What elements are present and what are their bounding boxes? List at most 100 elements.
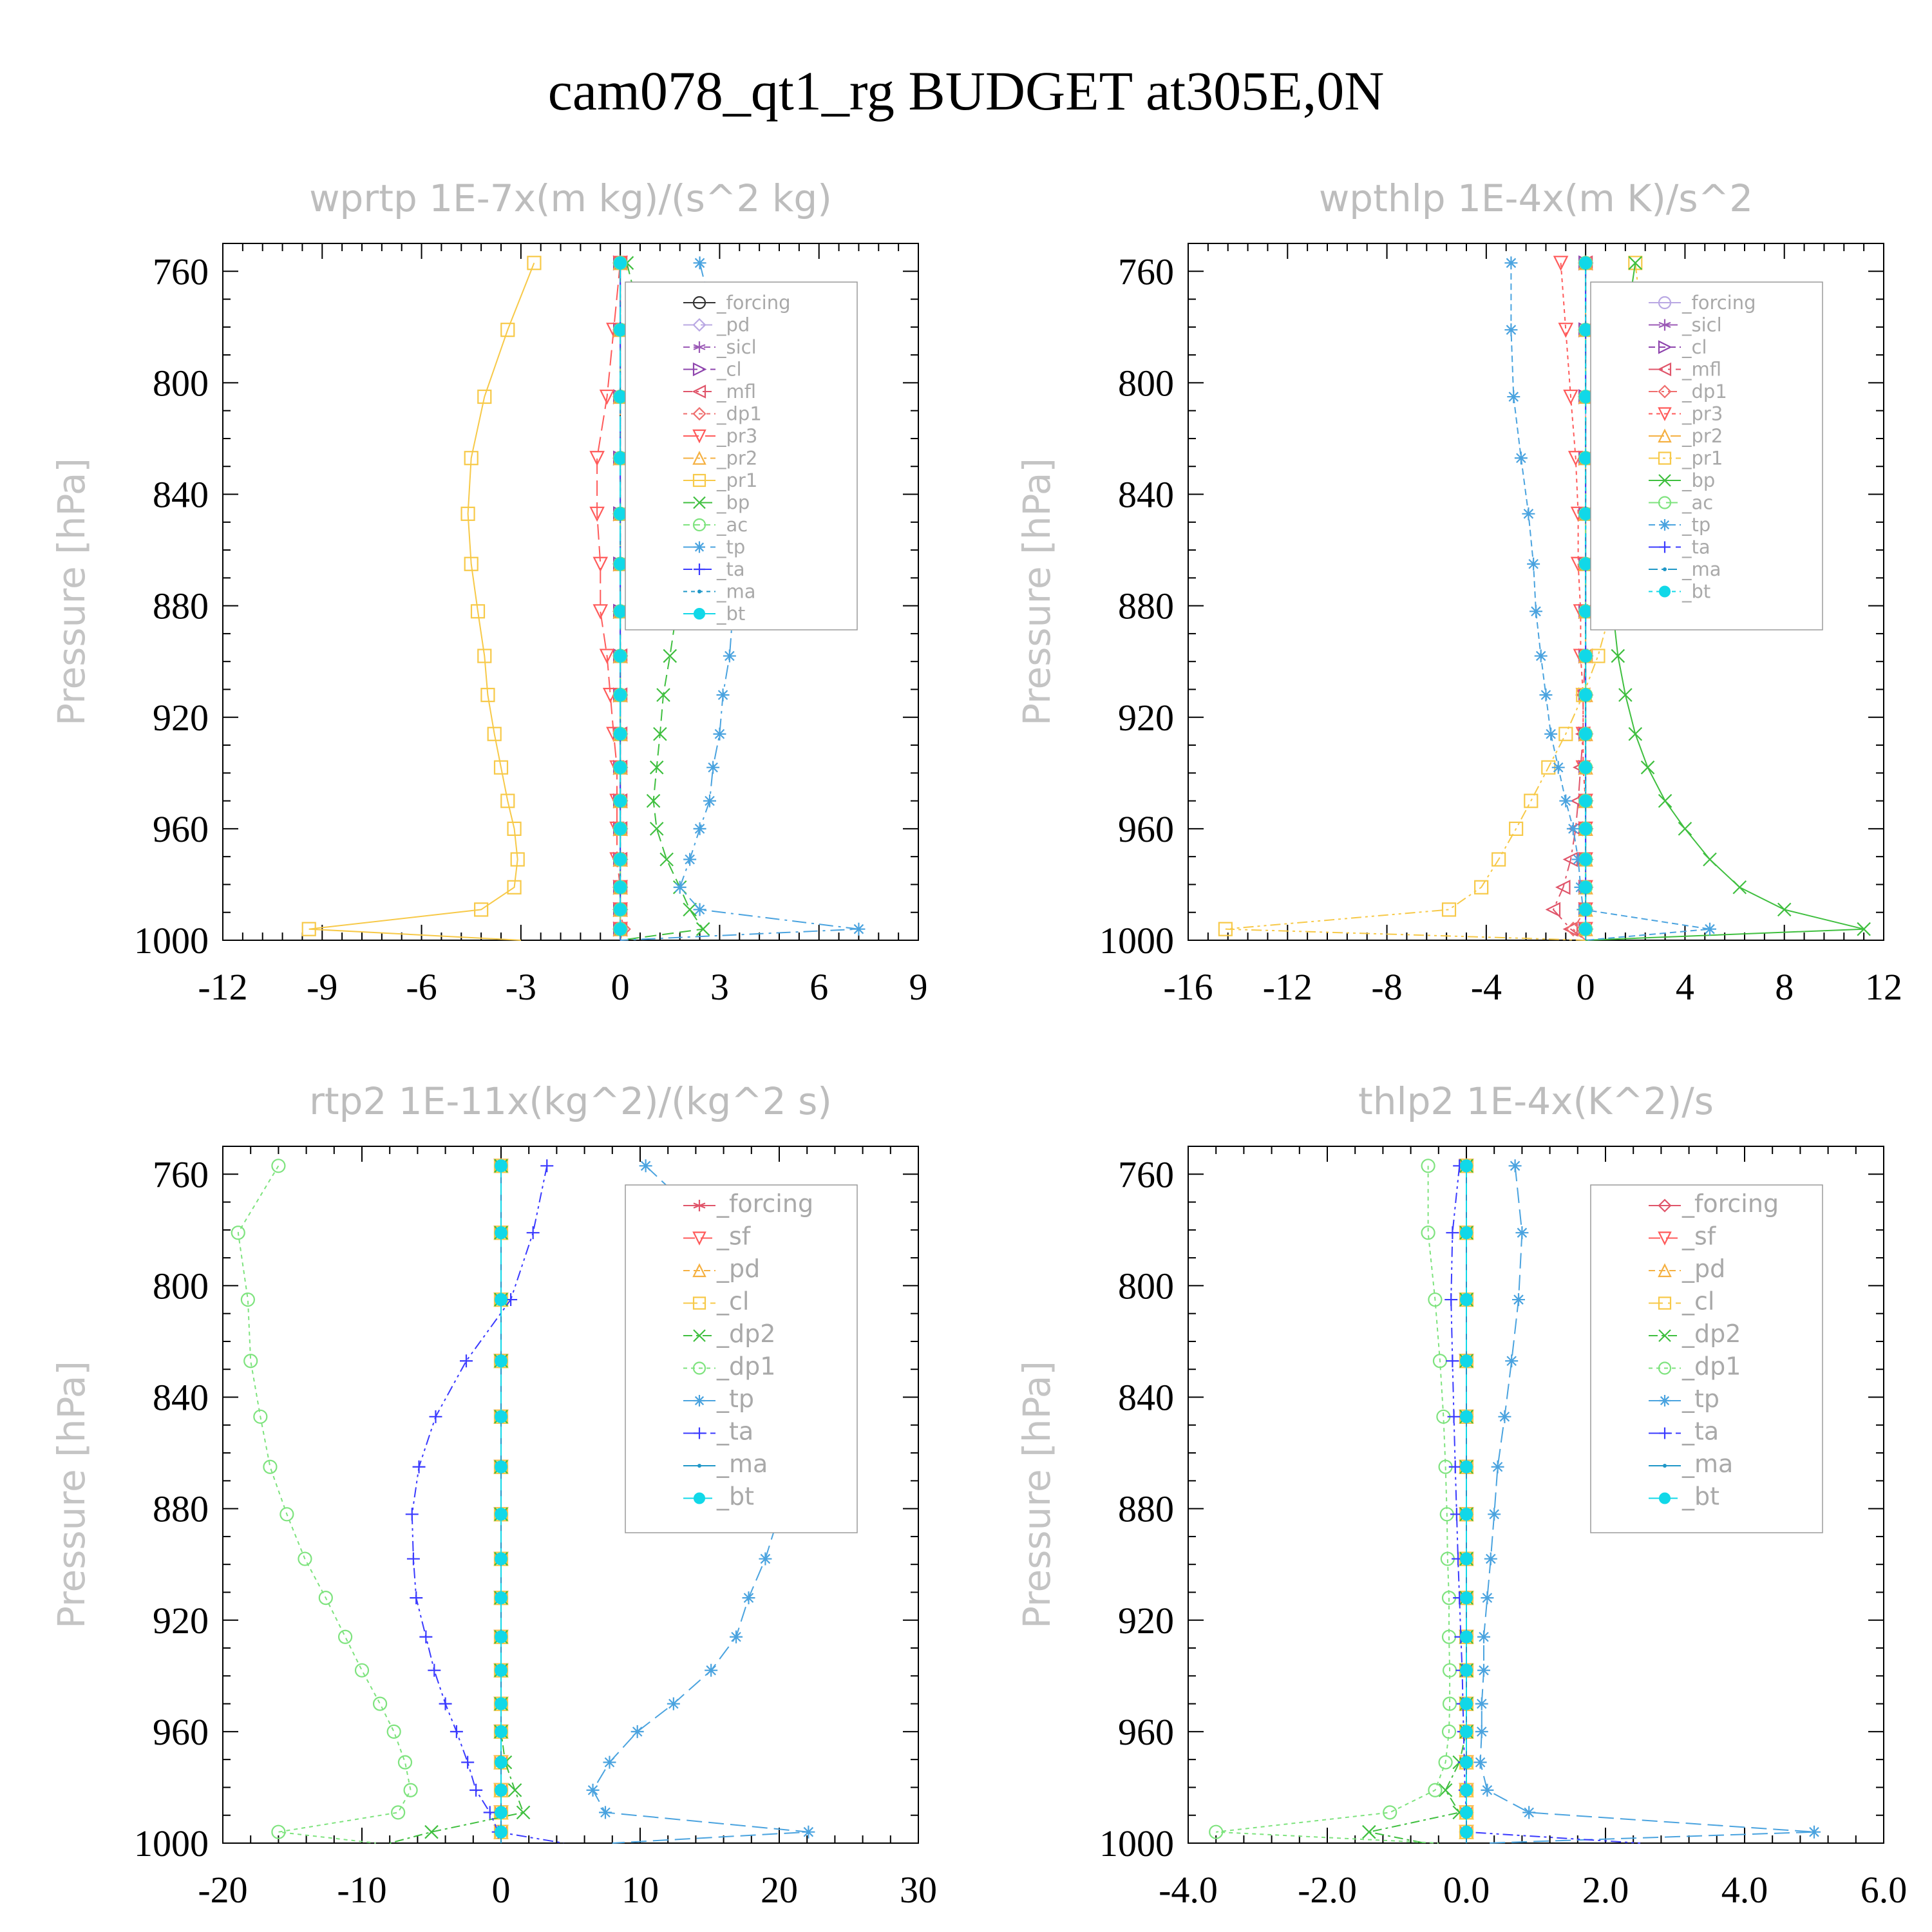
data-point <box>464 556 478 571</box>
data-point <box>1460 1756 1473 1769</box>
legend-label: _sicl <box>716 336 757 358</box>
series-dp1 <box>231 1159 418 1844</box>
data-point <box>1507 390 1520 404</box>
legend-marker <box>692 429 706 444</box>
data-point <box>1558 323 1574 338</box>
data-point <box>1857 922 1871 936</box>
legend-label: _dp1 <box>716 1352 775 1381</box>
data-point <box>1566 922 1581 937</box>
data-point <box>1522 1806 1536 1819</box>
legend-label: _dp1 <box>716 403 762 425</box>
data-point <box>1579 649 1593 663</box>
data-point <box>1534 649 1548 663</box>
data-point <box>614 390 627 404</box>
data-point <box>1522 507 1535 520</box>
data-point <box>649 822 664 836</box>
panel-title: thlp2 1E-4x(K^2)/s <box>1358 1079 1714 1123</box>
y-tick-label: 880 <box>1118 1488 1174 1530</box>
data-point <box>1628 256 1643 270</box>
data-point <box>1558 726 1573 741</box>
legend-label: _tp <box>1681 1385 1719 1413</box>
data-point <box>1475 1697 1488 1710</box>
data-point <box>603 1756 616 1769</box>
data-point <box>1438 1783 1453 1797</box>
data-point <box>410 1591 423 1605</box>
legend-marker <box>692 518 706 532</box>
data-point <box>1498 1410 1511 1423</box>
legend-label: _pd <box>716 1255 760 1283</box>
data-point <box>1492 852 1506 867</box>
legend-marker <box>692 1231 706 1245</box>
data-point <box>1491 1460 1504 1473</box>
data-point <box>516 1805 531 1820</box>
data-point <box>469 1783 483 1797</box>
legend-label: _pr2 <box>1681 425 1723 447</box>
legend-marker <box>692 1263 706 1278</box>
y-tick-label: 920 <box>153 697 209 739</box>
data-point <box>592 556 609 573</box>
legend-label: _tp <box>716 536 745 558</box>
x-tick-label: -10 <box>337 1869 386 1911</box>
data-point <box>589 451 605 466</box>
data-point <box>495 1756 507 1769</box>
data-point <box>1579 922 1593 936</box>
series-dp2 <box>1362 1159 1473 1844</box>
data-point <box>693 903 706 916</box>
data-point <box>279 1507 294 1522</box>
data-point <box>1579 794 1593 808</box>
legend-label: _ta <box>1681 1417 1719 1446</box>
y-tick-label: 800 <box>1118 1265 1174 1307</box>
data-point <box>1447 1410 1461 1423</box>
legend-label: _mfl <box>716 381 756 402</box>
data-point <box>354 1663 370 1678</box>
y-tick-label: 1000 <box>134 1823 209 1864</box>
data-point <box>1579 761 1593 774</box>
x-tick-label: -8 <box>1371 966 1402 1008</box>
data-point <box>1505 1354 1519 1368</box>
y-tick-label: 760 <box>153 1153 209 1195</box>
data-point <box>1555 879 1571 895</box>
legend-marker <box>1659 541 1671 553</box>
data-point <box>1460 1159 1473 1173</box>
data-point <box>470 604 486 619</box>
data-point <box>656 688 670 702</box>
x-tick-label: 0 <box>492 1869 511 1911</box>
legend-box <box>625 1184 858 1533</box>
data-point <box>527 256 542 270</box>
data-point <box>483 1806 497 1819</box>
data-point <box>464 451 478 466</box>
legend-marker <box>1658 496 1672 509</box>
series-line <box>1225 263 1643 941</box>
legend-marker <box>693 341 706 353</box>
data-point <box>474 902 489 917</box>
legend-label: _cl <box>1681 336 1707 358</box>
x-tick-label: 10 <box>621 1869 659 1911</box>
data-point <box>723 649 736 663</box>
series-bt <box>495 1159 507 1843</box>
legend-label: _bp <box>1681 469 1715 491</box>
legend-marker <box>1659 519 1671 531</box>
legend-marker <box>693 496 706 509</box>
data-point <box>1579 507 1593 520</box>
x-tick-label: -3 <box>506 966 536 1008</box>
data-point <box>1579 323 1593 337</box>
data-point <box>1579 557 1593 571</box>
legend-marker <box>1658 585 1671 598</box>
y-tick-label: 960 <box>1118 808 1174 850</box>
data-point <box>1477 1630 1490 1643</box>
data-point <box>1658 793 1672 808</box>
data-point <box>403 1783 418 1797</box>
legend-label: _cl <box>716 359 742 381</box>
data-point <box>1808 1825 1821 1839</box>
data-point <box>706 761 720 774</box>
legend-label: _bt <box>716 1482 754 1511</box>
data-point <box>1477 1663 1490 1677</box>
data-point <box>716 688 730 702</box>
data-point <box>667 1697 680 1710</box>
x-tick-label: 6 <box>810 966 828 1008</box>
data-point <box>852 922 866 936</box>
legend-label: _dp1 <box>1681 1352 1741 1381</box>
data-point <box>1553 256 1569 271</box>
legend-label: _cl <box>1681 1287 1714 1316</box>
legend-marker <box>1657 362 1672 377</box>
